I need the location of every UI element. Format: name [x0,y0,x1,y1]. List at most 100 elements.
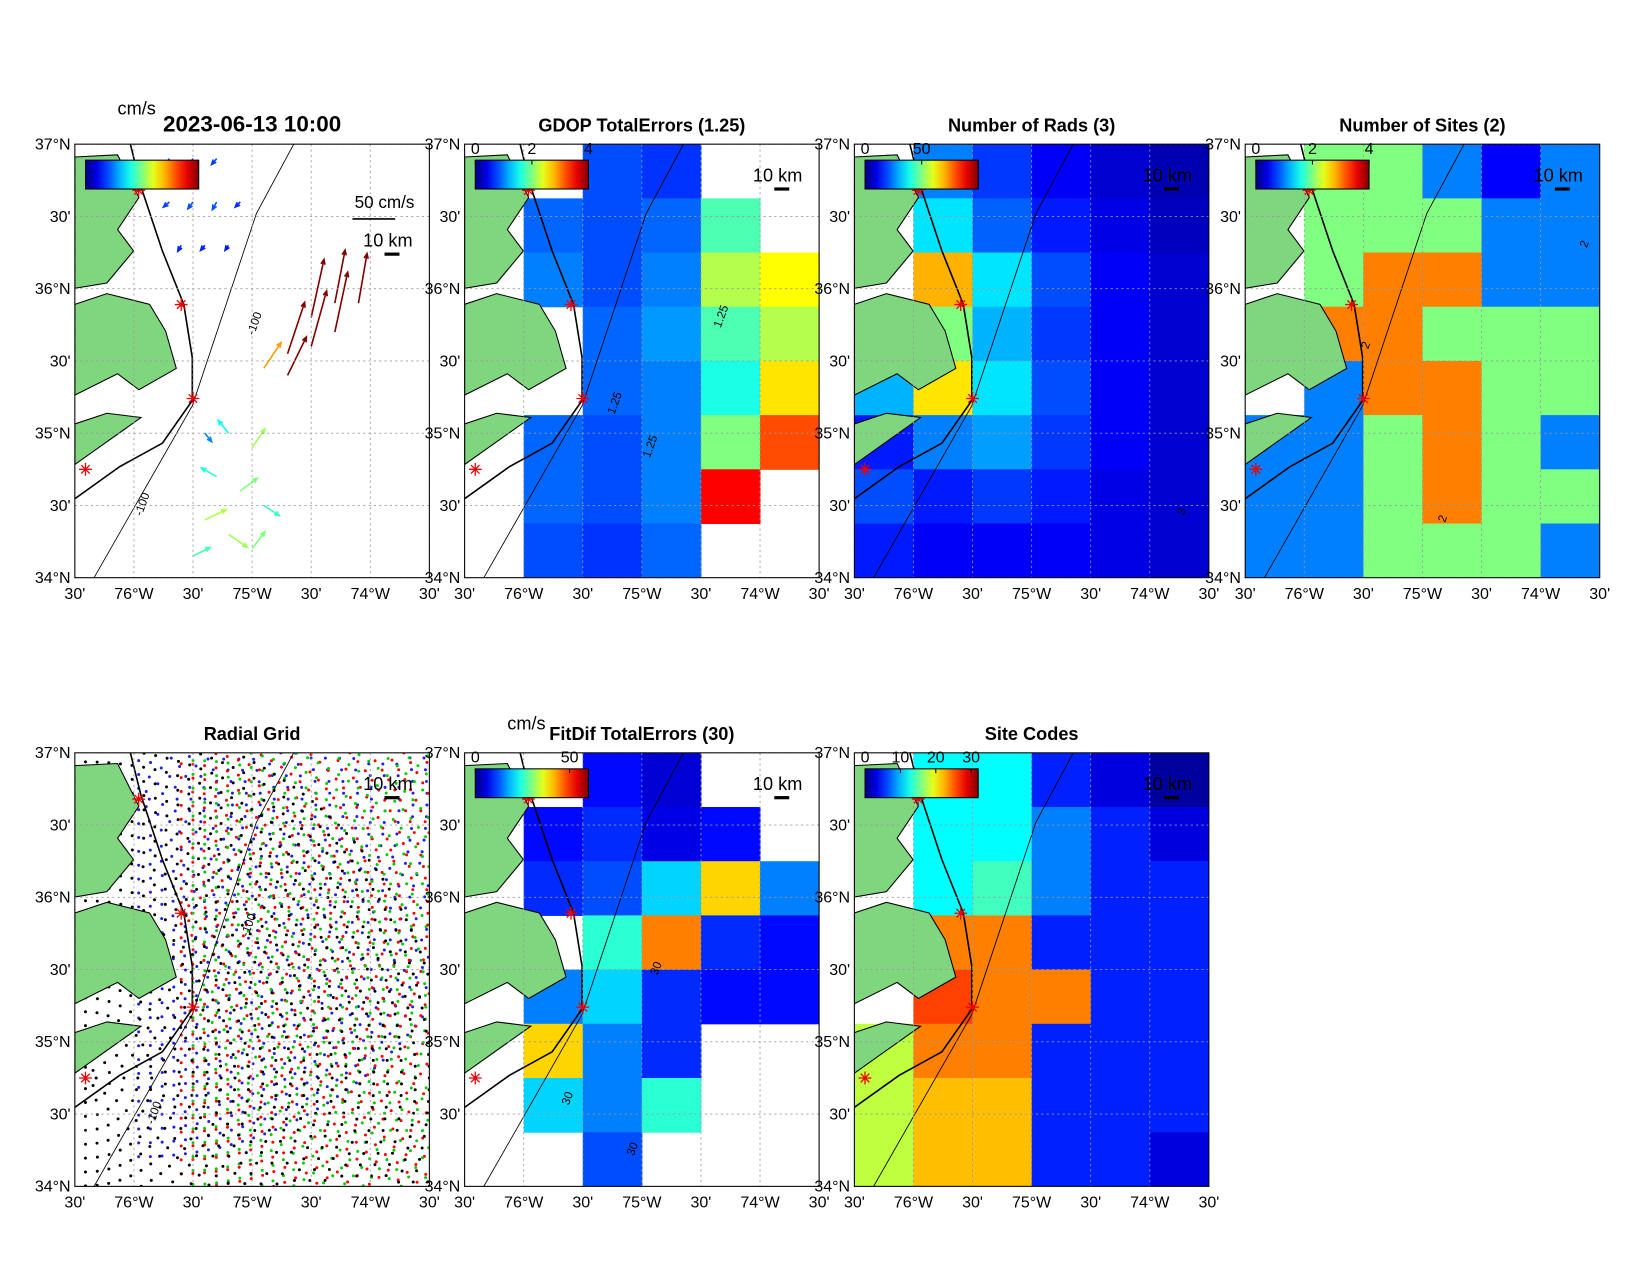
radial-point [358,1037,362,1041]
radial-point [179,1127,183,1130]
radial-point [323,1129,327,1133]
raster-cell [700,360,761,416]
radial-point [207,1062,211,1066]
radial-point [214,1067,218,1071]
radial-point [397,1100,401,1104]
radial-point [408,976,412,980]
radial-point [410,1123,414,1127]
radial-point [325,851,329,855]
radial-point [377,1034,381,1038]
radial-point [284,1117,288,1121]
radial-point [219,1088,223,1092]
radial-point [317,1157,321,1161]
radial-point [234,970,238,974]
radial-point [370,1030,374,1034]
raster-cell [582,306,643,362]
radial-point [401,1137,405,1141]
radial-point [214,1167,218,1171]
radial-point [209,816,213,820]
radial-point [285,870,289,874]
radial-point [162,1094,166,1098]
radial-point [409,1023,413,1027]
radial-point [384,939,388,943]
radial-point [330,1064,334,1068]
lon-tick-label: 30' [419,586,440,603]
radial-point [403,861,407,865]
radial-point [130,891,134,895]
raster-cell [972,360,1033,416]
radial-point [242,963,246,967]
radial-point [290,962,294,966]
radial-point [194,1127,198,1131]
colorbar-tick-label: 2 [1308,141,1317,158]
radial-point [403,1045,407,1049]
radial-point [313,925,317,929]
lon-tick-label: 30' [64,586,85,603]
radial-point [352,840,356,844]
lat-tick-label: 34°N [425,570,461,587]
radial-point [335,1170,339,1174]
radial-point [326,1101,330,1105]
radial-point [343,1182,347,1186]
radial-point [315,1026,319,1030]
radial-point [236,868,240,872]
radial-point [179,1019,183,1023]
radial-point [250,1001,254,1005]
radial-point [184,820,188,824]
lat-tick-label: 30' [50,1106,71,1123]
radial-point [138,1017,142,1021]
radial-point [395,1128,399,1132]
radial-point [203,1045,207,1049]
current-vector [310,288,329,347]
map-body [464,144,820,578]
radial-point [106,1123,110,1127]
radial-point [224,948,228,952]
radial-point [410,827,413,831]
radial-point [272,1047,276,1051]
radial-point [230,954,234,958]
radial-point [397,894,401,898]
raster-cell [972,469,1033,525]
lon-tick-label: 30' [183,1195,204,1212]
radial-point [366,1035,370,1039]
radial-point [275,1002,279,1006]
radial-point [118,1178,122,1182]
radial-point [354,941,358,945]
radial-point [214,801,218,805]
radial-point [310,946,314,950]
radial-point [267,790,271,794]
radial-point [424,1176,428,1180]
raster-cell [582,861,643,916]
radial-point [272,809,276,813]
radial-point [248,970,251,974]
radial-point [370,929,374,933]
radial-point [148,1043,152,1047]
site-marker [174,298,188,311]
radial-point [286,1105,290,1109]
radial-point [338,862,342,866]
radial-point [191,897,195,901]
radial-point [331,1174,335,1178]
radial-point [226,971,230,975]
radial-point [210,771,214,775]
radial-point [385,1094,389,1098]
radial-point [136,1076,140,1080]
radial-point [252,1136,256,1140]
radial-point [384,978,388,982]
radial-point [254,865,258,869]
radial-point [319,807,323,811]
radial-point [412,1082,416,1086]
raster-cell [1090,415,1151,470]
map-frame [853,143,1210,579]
radial-point [409,876,413,880]
radial-point [329,948,333,952]
radial-point [175,1156,179,1160]
radial-point [258,768,261,772]
radial-point [272,896,276,900]
radial-point [387,1045,391,1049]
radial-point [360,889,364,893]
radial-point [384,1105,388,1109]
radial-point [249,871,253,875]
radial-point [313,859,317,863]
radial-point [250,807,254,811]
